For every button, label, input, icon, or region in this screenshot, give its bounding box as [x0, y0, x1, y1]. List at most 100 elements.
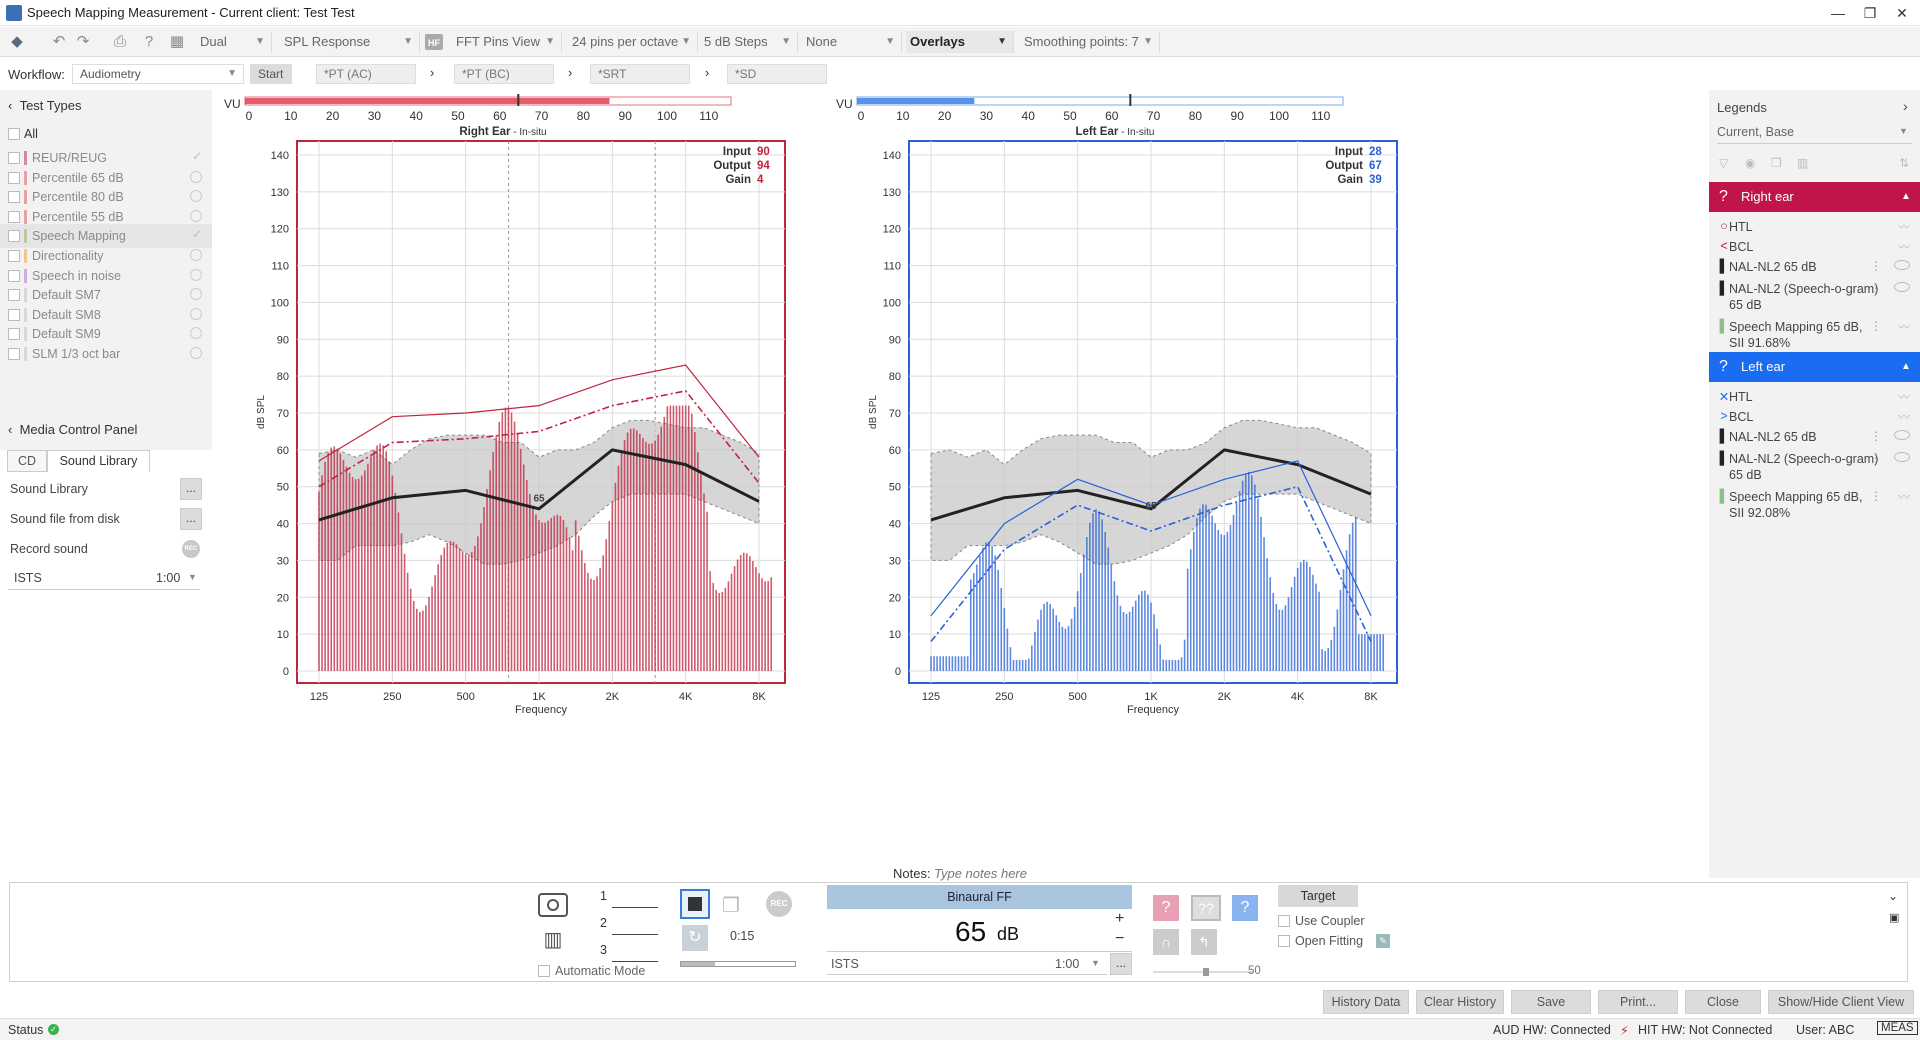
- checkbox[interactable]: [8, 152, 20, 164]
- close-window-button[interactable]: ✕: [1896, 5, 1908, 21]
- eye-icon[interactable]: [1894, 452, 1910, 462]
- checkbox[interactable]: [8, 230, 20, 243]
- workflow-step-pt-ac[interactable]: *PT (AC): [316, 64, 416, 84]
- legend-item[interactable]: > BCL 〰: [1709, 406, 1920, 424]
- notes-input[interactable]: Type notes here: [934, 866, 1027, 881]
- curve-icon[interactable]: 〰: [1897, 320, 1910, 334]
- steps-dropdown[interactable]: 5 dB Steps ▼: [700, 31, 798, 53]
- test-type-item[interactable]: Directionality: [0, 244, 212, 268]
- automatic-mode-checkbox[interactable]: [538, 965, 550, 977]
- clear-history-button[interactable]: Clear History: [1416, 990, 1504, 1014]
- trash-icon[interactable]: ▥: [1797, 156, 1809, 170]
- record-button[interactable]: REC: [766, 891, 792, 917]
- open-fitting-checkbox[interactable]: [1278, 935, 1290, 947]
- more-icon[interactable]: ⋮: [1870, 429, 1882, 443]
- sort-icon[interactable]: ⇅: [1899, 156, 1910, 170]
- curve-icon[interactable]: 〰: [1897, 490, 1910, 504]
- checkbox[interactable]: [8, 171, 20, 184]
- eye-icon[interactable]: [1894, 430, 1910, 440]
- volume-slider[interactable]: [1153, 968, 1253, 976]
- test-type-item[interactable]: Percentile 80 dB: [0, 185, 212, 209]
- more-icon[interactable]: ⋮: [1870, 319, 1882, 333]
- legend-item[interactable]: ○ HTL 〰: [1709, 216, 1920, 234]
- checkbox[interactable]: [8, 191, 20, 204]
- calculator-icon[interactable]: ▦: [169, 33, 185, 50]
- media-control-header[interactable]: ‹ Media Control Panel: [8, 422, 137, 437]
- copy-measurement-icon[interactable]: ❐: [722, 895, 740, 917]
- legend-item[interactable]: ▌ Speech Mapping 65 dB, SII 92.08% ⋮ 〰: [1709, 486, 1920, 522]
- right-ear-select-icon[interactable]: ?: [1153, 895, 1179, 921]
- headphones-icon[interactable]: ∩: [1153, 929, 1179, 955]
- use-coupler-checkbox[interactable]: [1278, 915, 1290, 927]
- test-type-item[interactable]: Percentile 65 dB: [0, 166, 212, 190]
- legend-filter-select[interactable]: Current, Base ▼: [1717, 122, 1912, 144]
- record-icon[interactable]: REC: [182, 540, 200, 558]
- legend-item[interactable]: ▌ NAL-NL2 (Speech-o-gram) 65 dB ⋮: [1709, 448, 1920, 484]
- workflow-step-srt[interactable]: *SRT: [590, 64, 690, 84]
- legend-item[interactable]: ✕ HTL 〰: [1709, 386, 1920, 404]
- volume-slider-thumb[interactable]: [1203, 968, 1209, 976]
- checkbox[interactable]: [8, 250, 20, 262]
- test-type-item[interactable]: Speech in noise: [0, 264, 212, 288]
- more-icon[interactable]: ⋮: [1870, 451, 1882, 465]
- more-icon[interactable]: ⋮: [1870, 489, 1882, 503]
- target-button[interactable]: Target: [1278, 885, 1358, 907]
- test-type-item[interactable]: Default SM7: [0, 283, 212, 307]
- help-icon[interactable]: ?: [144, 33, 154, 50]
- curve-icon[interactable]: 〰: [1897, 390, 1910, 404]
- mode-dropdown[interactable]: Dual ▼: [196, 31, 272, 53]
- level-increase-button[interactable]: +: [1115, 910, 1125, 927]
- left-ear-select-icon[interactable]: ?: [1232, 895, 1258, 921]
- chevron-down-icon[interactable]: ⌄: [1888, 889, 1899, 903]
- copy-icon[interactable]: ❐: [1771, 156, 1782, 170]
- sound-library-browse-button[interactable]: ...: [180, 478, 202, 500]
- test-type-item[interactable]: REUR/REUG ✓: [0, 146, 212, 170]
- level-decrease-button[interactable]: −: [1115, 930, 1125, 947]
- view-dropdown[interactable]: SPL Response ▼: [280, 31, 420, 53]
- refresh-icon[interactable]: ↻: [682, 925, 708, 951]
- test-types-header[interactable]: ‹ Test Types: [8, 98, 81, 113]
- minimize-button[interactable]: —: [1831, 5, 1845, 21]
- both-ears-select-icon[interactable]: ??: [1191, 895, 1221, 921]
- app-menu-icon[interactable]: ◆: [11, 33, 23, 50]
- eye-icon[interactable]: [1894, 260, 1910, 270]
- undo-icon[interactable]: ↶: [52, 33, 66, 50]
- restore-button[interactable]: ❐: [1863, 5, 1877, 21]
- test-type-all[interactable]: All: [0, 122, 212, 146]
- slot-2-field[interactable]: [612, 934, 658, 935]
- legend-item[interactable]: ▌ Speech Mapping 65 dB, SII 91.68% ⋮ 〰: [1709, 316, 1920, 352]
- none-dropdown[interactable]: None ▼: [802, 31, 902, 53]
- signal-browse-button[interactable]: ...: [1110, 953, 1132, 975]
- legend-item[interactable]: ▌ NAL-NL2 65 dB ⋮: [1709, 256, 1920, 276]
- more-icon[interactable]: ⋮: [1870, 259, 1882, 273]
- test-type-item[interactable]: Default SM9: [0, 322, 212, 346]
- popout-icon[interactable]: ▣: [1889, 912, 1900, 924]
- signal-select[interactable]: ISTS 1:00 ▼: [827, 955, 1107, 975]
- ear-probe-icon[interactable]: ↰: [1191, 929, 1217, 955]
- checkbox[interactable]: [8, 348, 20, 360]
- eye-icon[interactable]: [1894, 282, 1910, 292]
- stop-button[interactable]: [680, 889, 710, 919]
- sound-file-browse-button[interactable]: ...: [180, 508, 202, 530]
- legend-item[interactable]: ▌ NAL-NL2 (Speech-o-gram) 65 dB ⋮: [1709, 278, 1920, 314]
- workflow-step-sd[interactable]: *SD: [727, 64, 827, 84]
- camera-icon[interactable]: [538, 893, 568, 917]
- redo-icon[interactable]: ↷: [76, 33, 90, 50]
- fft-dropdown[interactable]: FFT Pins View ▼: [452, 31, 562, 53]
- close-button[interactable]: Close: [1685, 990, 1761, 1014]
- legend-item[interactable]: < BCL 〰: [1709, 236, 1920, 254]
- test-type-item[interactable]: Default SM8: [0, 303, 212, 327]
- checkbox[interactable]: [8, 289, 20, 302]
- checkbox[interactable]: [8, 308, 20, 321]
- test-type-item[interactable]: SLM 1/3 oct bar: [0, 342, 212, 366]
- more-icon[interactable]: ⋮: [1870, 281, 1882, 295]
- tab-cd[interactable]: CD: [7, 450, 47, 472]
- right-ear-legend-header[interactable]: ? Right ear ▲: [1709, 182, 1920, 212]
- test-type-item[interactable]: Speech Mapping ✓: [0, 224, 212, 249]
- print-icon[interactable]: ⎙: [113, 33, 126, 50]
- print-button[interactable]: Print...: [1598, 990, 1678, 1014]
- legend-item[interactable]: ▌ NAL-NL2 65 dB ⋮: [1709, 426, 1920, 446]
- edit-icon[interactable]: ✎: [1376, 934, 1390, 948]
- curve-icon[interactable]: 〰: [1897, 220, 1910, 234]
- overlays-dropdown[interactable]: Overlays ▼: [906, 31, 1014, 53]
